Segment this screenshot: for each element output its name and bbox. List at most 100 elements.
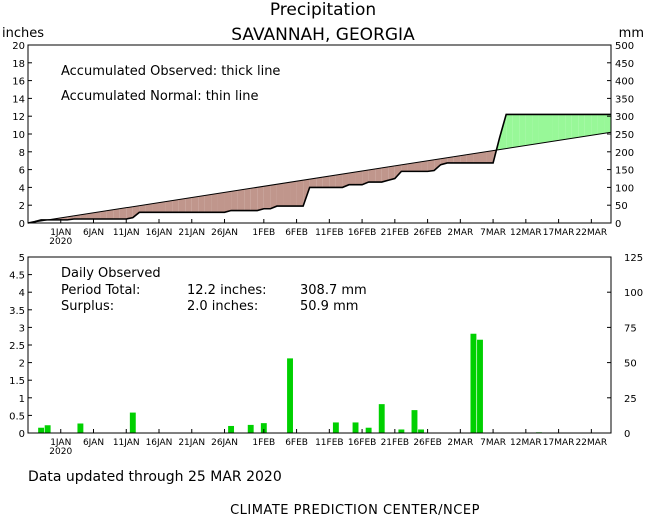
accum-fill-segment	[152, 203, 159, 213]
y-right-tick-label: 400	[615, 77, 634, 88]
y-right-tick-label: 25	[624, 394, 637, 405]
stat-inches: 2.0 inches:	[187, 299, 258, 314]
y-right-tick-label: 125	[624, 253, 643, 264]
x-tick-label: 21JAN	[178, 438, 205, 448]
accum-fill-segment	[565, 114, 572, 139]
x-tick-label: 11FEB	[315, 438, 344, 448]
x-tick-label: 16FEB	[348, 228, 377, 238]
x-tick-label: 11FEB	[315, 228, 344, 238]
accum-fill-segment	[532, 114, 539, 144]
accum-fill-segment	[480, 152, 487, 163]
y-tick-label: 8	[19, 148, 25, 159]
x-tick-label: 16FEB	[348, 438, 377, 448]
y-tick-label: 5	[19, 253, 25, 264]
accum-fill-segment	[487, 151, 494, 163]
y-tick-label: 4	[19, 183, 25, 194]
accum-fill-segment	[473, 153, 480, 163]
x-tick-label: 11JAN	[113, 228, 140, 238]
x-tick-label: 2MAR	[447, 438, 473, 448]
x-year-label: 2020	[49, 237, 72, 247]
y-right-tick-label: 350	[615, 94, 634, 105]
accum-fill-segment	[159, 202, 166, 213]
y-right-tick-label: 500	[615, 41, 634, 52]
y-tick-label: 0	[19, 429, 25, 440]
accum-fill-segment	[166, 201, 173, 213]
accum-fill-segment	[270, 184, 277, 209]
accum-fill-segment	[277, 183, 284, 206]
x-tick-label: 26JAN	[211, 438, 238, 448]
y-tick-label: 14	[12, 94, 25, 105]
daily-bar	[470, 334, 476, 433]
accum-fill-segment	[290, 181, 297, 206]
accum-fill-segment	[421, 161, 428, 172]
x-tick-label: 7MAR	[480, 228, 506, 238]
accum-fill-segment	[225, 191, 232, 212]
daily-bar	[477, 340, 483, 433]
accum-fill-segment	[375, 168, 382, 182]
y-tick-label: 12	[12, 112, 25, 123]
accum-fill-segment	[356, 171, 363, 185]
updated-note: Data updated through 25 MAR 2020	[28, 469, 282, 485]
y-right-tick-label: 450	[615, 59, 634, 70]
daily-bar	[333, 422, 339, 433]
accum-fill-segment	[251, 187, 258, 210]
accum-fill-segment	[591, 114, 598, 135]
x-tick-label: 21FEB	[381, 438, 410, 448]
x-tick-label: 12MAR	[510, 228, 542, 238]
y-right-tick-label: 75	[624, 323, 637, 334]
y-right-tick-label: 50	[624, 359, 637, 370]
x-tick-label: 16JAN	[146, 438, 173, 448]
accum-fill-segment	[211, 193, 218, 212]
legend-annotation: Accumulated Observed: thick line	[61, 64, 280, 79]
accum-fill-segment	[218, 192, 225, 212]
x-tick-label: 16JAN	[146, 228, 173, 238]
daily-bar	[412, 410, 418, 433]
accum-fill-segment	[506, 114, 513, 148]
accum-fill-segment	[414, 162, 421, 172]
accum-fill-segment	[297, 180, 304, 206]
credit-line: CLIMATE PREDICTION CENTER/NCEP	[230, 503, 480, 518]
stat-label: Period Total:	[61, 283, 140, 298]
accum-fill-segment	[323, 176, 330, 187]
x-tick-label: 1FEB	[252, 228, 275, 238]
accum-fill-segment	[244, 188, 251, 210]
legend-annotation: Accumulated Normal: thin line	[61, 89, 259, 104]
y-right-tick-label: 50	[615, 201, 628, 212]
y-right-tick-label: 0	[615, 219, 621, 230]
x-tick-label: 21JAN	[178, 228, 205, 238]
accum-fill-segment	[113, 209, 120, 219]
accum-fill-segment	[120, 208, 127, 219]
accum-fill-segment	[545, 114, 552, 142]
accum-fill-segment	[257, 186, 264, 210]
accum-fill-segment	[598, 114, 605, 134]
accum-fill-segment	[519, 114, 526, 146]
accum-fill-segment	[428, 160, 435, 172]
accum-fill-segment	[578, 114, 585, 137]
daily-bar	[366, 428, 372, 433]
x-tick-label: 22MAR	[576, 438, 608, 448]
y-right-tick-label: 150	[615, 166, 634, 177]
x-tick-label: 6JAN	[83, 438, 104, 448]
x-tick-label: 2MAR	[447, 228, 473, 238]
y-tick-label: 4	[19, 288, 25, 299]
y-tick-label: 16	[12, 77, 25, 88]
accum-fill-segment	[526, 114, 533, 145]
x-tick-label: 11JAN	[113, 438, 140, 448]
accum-fill-segment	[329, 175, 336, 187]
y-tick-label: 18	[12, 59, 25, 70]
daily-bar	[287, 358, 293, 433]
right-unit-label: mm	[619, 26, 644, 41]
daily-bar	[77, 423, 83, 433]
y-tick-label: 2.5	[9, 341, 25, 352]
x-tick-label: 12MAR	[510, 438, 542, 448]
x-tick-label: 6FEB	[285, 438, 308, 448]
x-tick-label: 1FEB	[252, 438, 275, 448]
accum-fill-segment	[552, 114, 559, 141]
daily-bar	[353, 422, 359, 433]
left-unit-label: inches	[2, 26, 44, 41]
stat-label: Surplus:	[61, 299, 114, 314]
normal-accum-line	[28, 132, 611, 223]
accum-fill-segment	[264, 185, 271, 209]
accum-fill-segment	[172, 200, 179, 213]
accum-fill-segment	[513, 114, 520, 147]
